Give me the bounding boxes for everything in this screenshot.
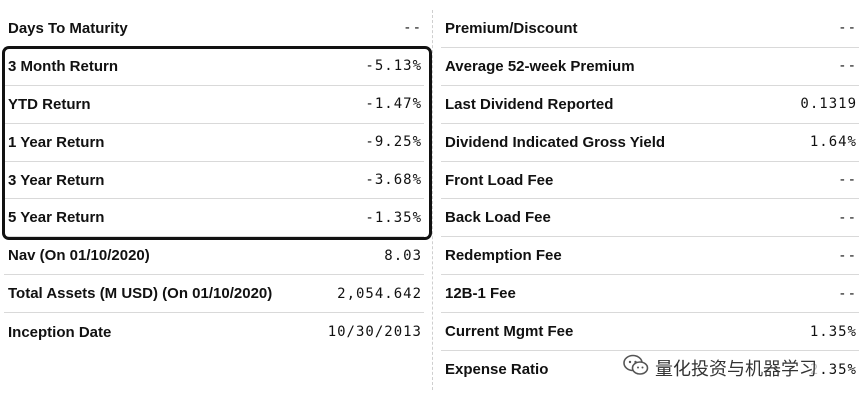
stat-value: -1.35% bbox=[365, 209, 422, 226]
stat-row-12b-1-fee: 12B-1 Fee -- bbox=[441, 275, 859, 314]
stat-label: Inception Date bbox=[8, 323, 112, 341]
stat-value: -- bbox=[403, 20, 422, 37]
stat-row-expense-ratio: Expense Ratio 2.35% bbox=[441, 351, 859, 389]
stat-value: -- bbox=[838, 172, 857, 188]
stat-label: 3 Year Return bbox=[8, 171, 105, 189]
stat-value: -- bbox=[838, 209, 857, 226]
stat-value: -- bbox=[838, 20, 857, 37]
stat-label: Back Load Fee bbox=[445, 209, 551, 227]
stat-label: Total Assets (M USD) (On 01/10/2020) bbox=[8, 285, 273, 303]
stat-row-premium-discount: Premium/Discount -- bbox=[441, 10, 859, 48]
stat-label: Last Dividend Reported bbox=[445, 95, 614, 113]
stat-value: 2,054.642 bbox=[337, 285, 422, 302]
fund-stats-left-column: Days To Maturity -- 3 Month Return -5.13… bbox=[4, 10, 424, 351]
stat-value: 2.35% bbox=[809, 361, 857, 378]
stat-row-current-mgmt-fee: Current Mgmt Fee 1.35% bbox=[441, 313, 859, 352]
stat-value: 1.35% bbox=[809, 323, 857, 340]
watermark-text: 量化投资与机器学习 bbox=[655, 358, 817, 380]
stat-label: Front Load Fee bbox=[445, 171, 554, 189]
wechat-watermark: 量化投资与机器学习 bbox=[619, 352, 821, 383]
fund-stats-right-column: Premium/Discount -- Average 52-week Prem… bbox=[441, 10, 859, 389]
stat-label: 3 Month Return bbox=[8, 57, 118, 75]
stat-row-average-52-week-premium: Average 52-week Premium -- bbox=[441, 48, 859, 86]
stat-row-ytd-return: YTD Return -1.47% bbox=[4, 86, 424, 124]
stat-row-inception-date: Inception Date 10/30/2013 bbox=[4, 313, 424, 351]
stat-row-5-year-return: 5 Year Return -1.35% bbox=[4, 199, 424, 238]
stat-value: -- bbox=[838, 58, 857, 75]
stat-value: 10/30/2013 bbox=[327, 324, 422, 341]
stat-row-back-load-fee: Back Load Fee -- bbox=[441, 199, 859, 238]
stat-label: Dividend Indicated Gross Yield bbox=[445, 133, 666, 151]
stat-row-redemption-fee: Redemption Fee -- bbox=[441, 237, 859, 276]
stat-value: 1.64% bbox=[809, 134, 857, 151]
column-divider bbox=[432, 10, 433, 390]
stat-row-dividend-gross-yield: Dividend Indicated Gross Yield 1.64% bbox=[441, 124, 859, 162]
stat-value: -1.47% bbox=[365, 96, 422, 113]
stat-label: 5 Year Return bbox=[8, 209, 105, 227]
stat-value: 0.1319 bbox=[800, 96, 857, 113]
wechat-icon bbox=[623, 354, 649, 381]
stat-label: Nav (On 01/10/2020) bbox=[8, 247, 150, 265]
stat-value: -9.25% bbox=[365, 134, 422, 151]
stat-row-front-load-fee: Front Load Fee -- bbox=[441, 162, 859, 200]
stat-value: 8.03 bbox=[384, 247, 422, 264]
stat-label: YTD Return bbox=[8, 95, 91, 113]
stat-row-3-month-return: 3 Month Return -5.13% bbox=[4, 48, 424, 86]
stat-value: -5.13% bbox=[365, 58, 422, 75]
stat-row-1-year-return: 1 Year Return -9.25% bbox=[4, 124, 424, 162]
stat-label: Redemption Fee bbox=[445, 247, 562, 265]
stat-label: Average 52-week Premium bbox=[445, 57, 635, 75]
stat-value: -- bbox=[838, 247, 857, 264]
stat-value: -- bbox=[838, 285, 857, 302]
stat-label: Expense Ratio bbox=[445, 361, 549, 379]
stat-label: 12B-1 Fee bbox=[445, 285, 516, 303]
stat-label: Current Mgmt Fee bbox=[445, 323, 574, 341]
stat-row-days-to-maturity: Days To Maturity -- bbox=[4, 10, 424, 48]
stat-row-total-assets: Total Assets (M USD) (On 01/10/2020) 2,0… bbox=[4, 275, 424, 314]
stat-label: Days To Maturity bbox=[8, 19, 128, 37]
stat-label: 1 Year Return bbox=[8, 133, 105, 151]
stat-row-3-year-return: 3 Year Return -3.68% bbox=[4, 162, 424, 200]
stat-label: Premium/Discount bbox=[445, 19, 578, 37]
stat-row-last-dividend-reported: Last Dividend Reported 0.1319 bbox=[441, 86, 859, 124]
stat-row-nav: Nav (On 01/10/2020) 8.03 bbox=[4, 237, 424, 276]
stat-value: -3.68% bbox=[365, 172, 422, 188]
